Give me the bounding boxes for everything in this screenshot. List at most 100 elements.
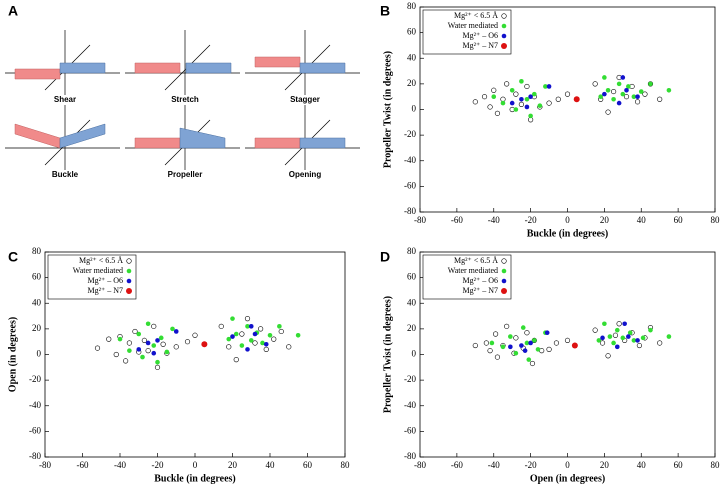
data-point (260, 340, 265, 346)
data-point (286, 344, 292, 350)
data-point (522, 348, 528, 353)
data-point (605, 109, 611, 115)
data-point (201, 341, 208, 348)
data-point (508, 344, 513, 350)
data-point (132, 328, 138, 335)
data-point (509, 87, 515, 93)
legend-label: Water mediated (448, 266, 498, 275)
data-point (173, 344, 179, 350)
y-tick-label: 40 (407, 52, 417, 62)
data-point (528, 340, 533, 346)
data-point (136, 347, 142, 352)
x-tick-label: -40 (114, 460, 126, 470)
base-slab (254, 137, 301, 149)
x-tick-label: 0 (565, 460, 570, 470)
diagram-label: Opening (289, 170, 322, 179)
data-point (624, 87, 629, 93)
y-tick-label: 40 (407, 297, 417, 307)
data-point (598, 94, 603, 99)
data-point (631, 94, 637, 99)
x-tick-label: 40 (637, 460, 647, 470)
legend-marker (126, 278, 132, 284)
y-tick-label: 60 (407, 27, 417, 37)
y-tick-label: 80 (407, 1, 417, 11)
legend-marker (126, 258, 132, 264)
data-point (245, 324, 250, 329)
data-point (113, 351, 119, 358)
data-point (487, 104, 493, 110)
data-point (230, 334, 235, 339)
y-tick-label: 20 (407, 78, 417, 88)
data-point (610, 88, 617, 95)
data-point (513, 107, 519, 112)
data-point (117, 336, 123, 342)
base-slab (254, 56, 301, 68)
y-axis-title: Propeller Twist (in degrees) (382, 296, 393, 413)
legend-marker (501, 33, 507, 39)
panel-label: D (380, 249, 390, 265)
x-tick-label: -20 (152, 460, 164, 470)
data-point (491, 94, 497, 99)
data-point (564, 91, 571, 97)
y-tick-label: 0 (412, 104, 417, 114)
legend-label: Mg²⁺ – N7 (87, 286, 123, 295)
x-tick-label: -60 (451, 460, 463, 470)
data-point (635, 94, 640, 99)
panel-label: A (8, 3, 18, 19)
data-point (151, 350, 157, 356)
data-point (500, 344, 506, 350)
data-point (483, 340, 489, 346)
data-point (602, 321, 607, 327)
legend-marker (501, 23, 507, 29)
data-point (638, 89, 644, 94)
data-point (295, 332, 301, 338)
diagram-label: Stagger (290, 95, 320, 104)
legend-marker (501, 278, 507, 284)
data-point (504, 323, 510, 329)
x-tick-label: 40 (637, 215, 647, 225)
x-tick-label: 60 (674, 460, 684, 470)
data-point (141, 337, 147, 344)
data-point (145, 348, 151, 354)
y-axis-title: Propeller Twist (in degrees) (382, 51, 393, 168)
data-point (524, 340, 530, 346)
data-point (151, 343, 157, 348)
data-point (136, 331, 142, 337)
data-point (524, 104, 530, 110)
data-point (616, 100, 622, 106)
data-point (620, 91, 626, 97)
data-point (546, 100, 552, 106)
panel-label: B (380, 3, 390, 19)
data-point (154, 364, 161, 370)
data-point (600, 335, 605, 341)
data-point (602, 75, 607, 80)
data-point (627, 330, 633, 336)
data-point (544, 330, 550, 336)
data-point (524, 83, 530, 90)
y-tick-label: -40 (29, 400, 41, 410)
diagram-label: Stretch (171, 95, 199, 104)
y-tick-label: 20 (32, 323, 42, 333)
diagram-label: Buckle (52, 170, 79, 179)
data-point (155, 359, 160, 365)
x-tick-label: 80 (711, 215, 721, 225)
data-point (513, 350, 519, 356)
data-point (513, 91, 519, 97)
data-point (123, 358, 129, 364)
data-point (226, 344, 232, 350)
legend-marker (501, 258, 507, 264)
data-point (602, 91, 607, 97)
data-point (508, 334, 513, 339)
data-point (520, 325, 526, 330)
data-point (553, 340, 560, 346)
x-tick-label: 20 (600, 215, 610, 225)
legend-label: Mg²⁺ – O6 (462, 276, 498, 285)
data-point (546, 346, 552, 352)
data-point (616, 81, 622, 87)
y-tick-label: -40 (404, 155, 416, 165)
data-point (258, 326, 264, 332)
data-point (592, 81, 598, 87)
data-point (564, 337, 571, 344)
x-tick-label: 60 (674, 215, 684, 225)
data-point (277, 324, 282, 329)
